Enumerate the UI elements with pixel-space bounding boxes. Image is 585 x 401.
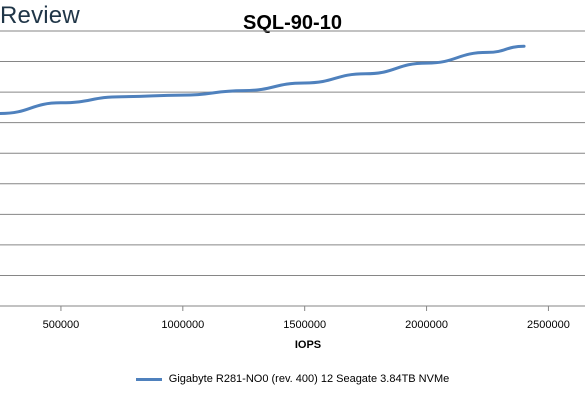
x-axis-label: IOPS — [295, 339, 321, 351]
x-tick-label: 1000000 — [161, 319, 204, 331]
legend: Gigabyte R281-NO0 (rev. 400) 12 Seagate … — [0, 373, 585, 385]
series-lines — [0, 44, 526, 115]
x-axis-ticks: 500000 1000000 1500000 2000000 2500000 — [43, 306, 570, 331]
brand-logo-text: Review — [0, 2, 80, 29]
x-tick-label: 2500000 — [527, 319, 570, 331]
chart-title: SQL-90-10 — [243, 12, 342, 34]
x-tick-label: 1500000 — [283, 319, 326, 331]
x-tick-label: 2000000 — [405, 319, 448, 331]
gridlines — [0, 30, 585, 307]
legend-label: Gigabyte R281-NO0 (rev. 400) 12 Seagate … — [168, 373, 450, 385]
series-line — [0, 44, 526, 115]
legend-swatch — [135, 377, 162, 381]
x-tick-label: 500000 — [43, 319, 80, 331]
